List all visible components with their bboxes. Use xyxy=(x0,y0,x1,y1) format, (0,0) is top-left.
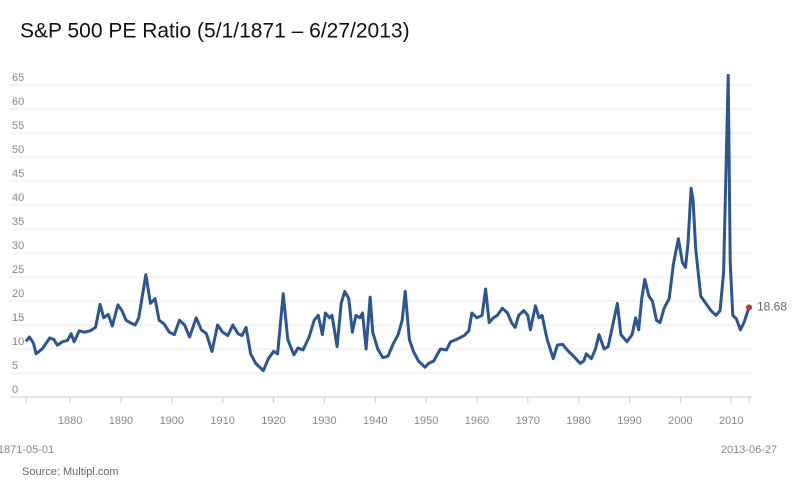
y-tick-label: 45 xyxy=(12,168,24,180)
y-tick-label: 20 xyxy=(12,288,24,300)
end-marker xyxy=(746,304,752,311)
y-tick-label: 50 xyxy=(12,144,24,156)
x-tick-label: 1960 xyxy=(465,415,489,427)
x-tick-label: 1930 xyxy=(312,415,336,427)
x-tick-label: 1910 xyxy=(210,415,234,427)
y-tick-label: 65 xyxy=(12,72,24,84)
y-tick-label: 30 xyxy=(12,240,24,252)
x-tick-label: 1970 xyxy=(516,415,540,427)
x-tick-label: 1871-05-01 xyxy=(0,444,54,456)
x-tick-label: 2010 xyxy=(719,415,743,427)
source: Source: Multipl.com xyxy=(22,466,119,478)
y-tick-label: 55 xyxy=(12,120,24,132)
y-tick-label: 0 xyxy=(12,384,18,396)
y-tick-label: 10 xyxy=(12,336,24,348)
y-tick-label: 25 xyxy=(12,264,24,276)
x-tick-label: 1900 xyxy=(160,415,184,427)
y-tick-label: 35 xyxy=(12,216,24,228)
x-tick-label: 1990 xyxy=(617,415,641,427)
y-tick-label: 40 xyxy=(12,192,24,204)
end-value-label: 18.68 xyxy=(757,300,787,314)
y-tick-label: 60 xyxy=(12,96,24,108)
y-tick-label: 15 xyxy=(12,312,24,324)
y-tick-label: 5 xyxy=(12,360,18,372)
x-tick-label: 1940 xyxy=(363,415,387,427)
x-tick-label: 2000 xyxy=(668,415,692,427)
x-tick-label: 1980 xyxy=(566,415,590,427)
x-tick-label: 1880 xyxy=(58,415,82,427)
x-tick-label: 2013-06-27 xyxy=(721,444,777,456)
line-series xyxy=(24,73,751,373)
x-tick-label: 1890 xyxy=(109,415,133,427)
x-tick-label: 1920 xyxy=(261,415,285,427)
x-tick-label: 1950 xyxy=(414,415,438,427)
chart-title: S&P 500 PE Ratio (5/1/1871 – 6/27/2013) xyxy=(20,20,410,43)
